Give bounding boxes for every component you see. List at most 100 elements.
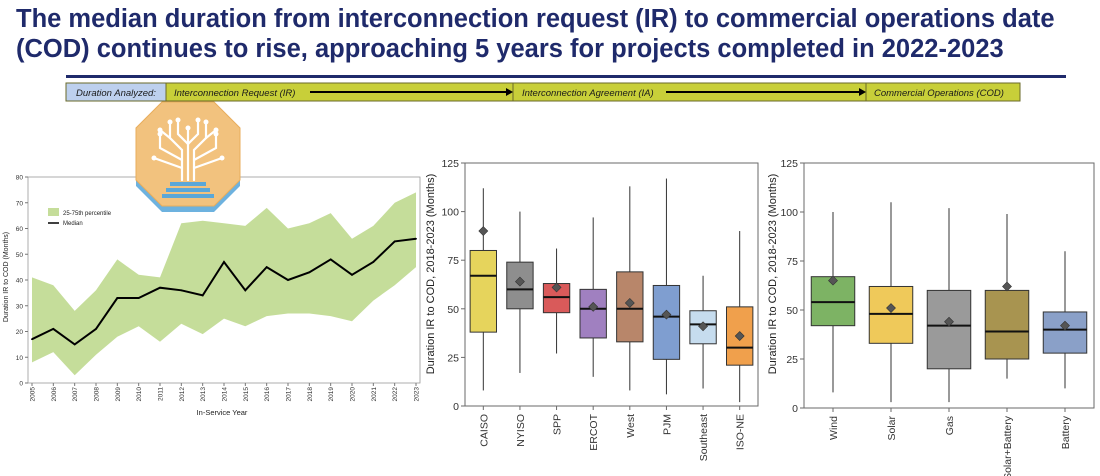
ts-ytick-label: 80	[16, 175, 24, 182]
ts-xtick-label: 2020	[350, 387, 357, 402]
ts-ytick-label: 40	[16, 278, 24, 285]
ts-ytick-label: 70	[16, 200, 24, 207]
box-xtick-label: PJM	[661, 414, 673, 435]
box-xtick-label: West	[625, 414, 637, 438]
box-ytick-label: 0	[792, 403, 798, 415]
box-caiso	[469, 249, 497, 333]
box-ytick-label: 75	[447, 255, 459, 267]
median-point	[223, 261, 225, 263]
flow-arrowhead-1	[506, 88, 513, 96]
box-xtick-label: Solar+Battery	[1002, 415, 1014, 476]
median-point	[287, 279, 289, 281]
box-ytick-label: 75	[786, 256, 798, 268]
mean-marker	[828, 275, 838, 286]
median-point	[351, 273, 353, 276]
ts-xtick-label: 2017	[286, 387, 293, 402]
mean-marker	[515, 276, 525, 287]
region-boxplot-chart: 0 25 50 75 100 125 CAISO NYISO SPP ERCOT West PJM So…	[425, 158, 759, 461]
mean-marker	[1060, 320, 1070, 331]
ts-xtick-label: 2014	[222, 387, 229, 402]
box-xtick-label: Gas	[944, 416, 956, 435]
box-xtick-label: Solar	[886, 416, 898, 441]
median-point	[329, 258, 332, 261]
ts-xtick-label: 2012	[179, 387, 186, 402]
median-point	[137, 297, 140, 299]
median-point	[244, 289, 247, 292]
median-point	[201, 294, 204, 297]
box-ytick-label: 125	[780, 158, 798, 170]
box-ytick-label: 0	[453, 401, 459, 413]
median-point	[116, 297, 119, 299]
box-solar-battery	[984, 289, 1030, 360]
legend-median-label: Median	[63, 221, 83, 227]
ts-xtick-label: 2021	[371, 387, 378, 402]
median-point	[159, 286, 161, 289]
mean-marker	[698, 321, 708, 332]
ts-ytick-label: 60	[16, 226, 24, 233]
box-xtick-label: Wind	[828, 416, 840, 440]
ts-xtick-label: 2015	[243, 387, 250, 402]
flow-label: Duration Analyzed:	[76, 88, 156, 99]
box-pjm	[652, 284, 681, 360]
box-ytick-label: 50	[786, 305, 798, 317]
box-plot-frame	[464, 162, 759, 407]
logo-tree-icon	[152, 118, 224, 182]
median-point	[415, 237, 417, 240]
ts-xtick-label: 2022	[392, 387, 399, 402]
median-point	[73, 343, 76, 346]
duration-flow-bar: Duration Analyzed: Interconnection Reque…	[65, 82, 1021, 102]
flow-stage-ia: Interconnection Agreement (IA)	[522, 88, 654, 99]
median-point	[308, 271, 311, 274]
box-ytick-label: 25	[447, 352, 459, 364]
ts-yaxis-label: Duration IR to COD (Months)	[3, 232, 10, 322]
median-duration-timeseries-chart: 0 10 20 30 40 50 60 70 80 2005 2006 2007 2008 2009 201…	[3, 175, 421, 418]
ts-xtick-label: 2018	[307, 387, 314, 402]
ts-ytick-label: 20	[16, 329, 24, 336]
mean-marker	[734, 331, 745, 341]
page-title: The median duration from interconnection…	[16, 5, 1055, 63]
box-ytick-label: 50	[447, 304, 459, 316]
mean-marker	[661, 309, 672, 320]
ts-xtick-label: 2006	[51, 387, 58, 402]
logo-bar-1	[170, 182, 206, 186]
technology-yaxis-label: Duration IR to COD, 2018-2023 (Months)	[767, 174, 779, 375]
flow-stage-cod: Commercial Operations (COD)	[874, 88, 1004, 99]
logo-tree-nodes	[151, 117, 225, 161]
ts-xtick-label: 2013	[200, 387, 207, 402]
legend-band-label: 25-75th percentile	[63, 211, 112, 217]
ts-ytick-label: 10	[16, 355, 24, 362]
ts-xtick-label: 2016	[264, 387, 271, 402]
box-xtick-label: CAISO	[478, 414, 490, 447]
median-point	[95, 328, 97, 330]
logo-bar-2	[166, 188, 210, 192]
ts-xaxis-label: In-Service Year	[197, 408, 248, 417]
box-xtick-label: ISO-NE	[735, 414, 747, 450]
ts-ytick-label: 50	[16, 252, 24, 259]
ts-xtick-label: 2011	[158, 387, 165, 401]
ts-xtick-label: 2009	[115, 387, 122, 402]
legend-band-swatch	[48, 208, 59, 216]
ts-xtick-label: 2008	[94, 387, 101, 402]
ts-xtick-label: 2010	[136, 387, 143, 402]
box-ytick-label: 125	[441, 158, 459, 170]
mean-marker	[624, 298, 635, 308]
flow-stage-bar	[165, 82, 1021, 102]
median-point	[180, 289, 183, 292]
box-ytick-label: 25	[786, 354, 798, 366]
technology-boxplot-chart: 0 25 50 75 100 125 Wind Solar Gas Solar+Battery Ba…	[767, 158, 1095, 476]
box-xtick-label: SPP	[552, 414, 564, 435]
box-ytick-label: 100	[780, 207, 798, 219]
mean-marker	[886, 303, 896, 313]
ts-xtick-label: 2023	[414, 387, 421, 402]
logo-bar-3	[162, 194, 214, 198]
box-ytick-label: 100	[441, 207, 459, 219]
median-point	[265, 266, 268, 269]
flow-stage-ir: Interconnection Request (IR)	[174, 88, 295, 99]
box-battery	[1042, 311, 1088, 354]
title-divider	[66, 75, 1066, 78]
median-point	[372, 261, 375, 263]
region-yaxis-label: Duration IR to COD, 2018-2023 (Months)	[425, 174, 437, 375]
flow-arrowhead-2	[859, 88, 866, 96]
ts-ytick-label: 0	[19, 381, 23, 388]
ts-ytick-label: 30	[16, 303, 24, 310]
